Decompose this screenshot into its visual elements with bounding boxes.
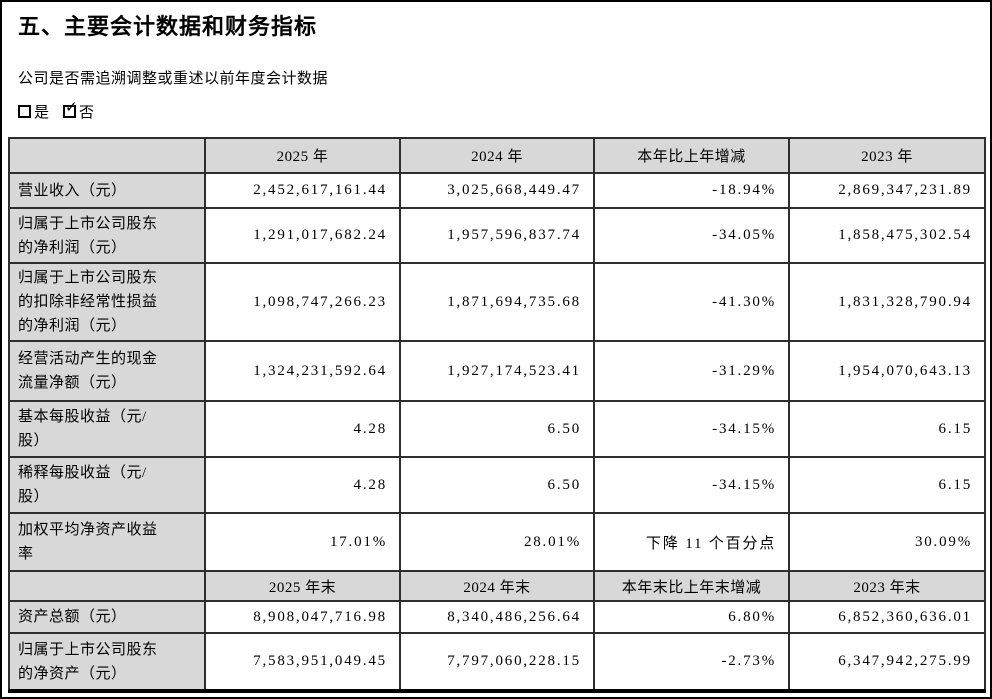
cell-2024: 6.50	[399, 400, 595, 458]
cell-2024: 6.50	[399, 456, 595, 514]
table-row-net-profit-excl-nonrecurring: 归属于上市公司股东的扣除非经常性损益的净利润（元） 1,098,747,266.…	[8, 262, 986, 342]
row-label: 归属于上市公司股东的净资产（元）	[8, 632, 206, 692]
header-2024: 2024 年	[399, 137, 595, 174]
cell-change: 6.80%	[593, 600, 790, 634]
table-row-revenue: 营业收入（元） 2,452,617,161.44 3,025,668,449.4…	[8, 172, 986, 209]
table-row-operating-cash-flow: 经营活动产生的现金流量净额（元） 1,324,231,592.64 1,927,…	[8, 340, 986, 402]
cell-2023: 6.15	[788, 456, 986, 514]
cell-2023: 6,347,942,275.99	[788, 632, 986, 692]
cell-change: -31.29%	[593, 340, 790, 402]
cell-2025: 1,291,017,682.24	[204, 207, 401, 264]
cell-2023: 1,954,070,643.13	[788, 340, 986, 402]
cell-2024: 1,927,174,523.41	[399, 340, 595, 402]
checkbox-no-label: 否	[79, 104, 95, 121]
cell-2025: 1,098,747,266.23	[204, 262, 401, 342]
cell-2024: 3,025,668,449.47	[399, 172, 595, 209]
header-blank	[8, 570, 206, 602]
restatement-question: 公司是否需追溯调整或重述以前年度会计数据	[18, 71, 329, 87]
check-icon: ✓	[65, 97, 78, 116]
header-2024-end: 2024 年末	[399, 570, 595, 602]
table-row-diluted-eps: 稀释每股收益（元/股） 4.28 6.50 -34.15% 6.15	[8, 456, 986, 514]
cell-change: -18.94%	[593, 172, 790, 209]
checkbox-option-yes: 是	[18, 101, 49, 122]
financial-indicators-table: 2025 年 2024 年 本年比上年增减 2023 年 营业收入（元） 2,4…	[8, 137, 986, 693]
section-title: 五、主要会计数据和财务指标	[18, 14, 318, 39]
cell-2024: 1,957,596,837.74	[399, 207, 595, 264]
checkbox-no-box: ✓	[63, 99, 78, 118]
header-yearend-change: 本年末比上年末增减	[593, 570, 790, 602]
table-row-net-profit: 归属于上市公司股东的净利润（元） 1,291,017,682.24 1,957,…	[8, 207, 986, 264]
cell-2023: 6,852,360,636.01	[788, 600, 986, 634]
header-2023: 2023 年	[788, 137, 986, 174]
cell-2023: 6.15	[788, 400, 986, 458]
table-row-net-assets: 归属于上市公司股东的净资产（元） 7,583,951,049.45 7,797,…	[8, 632, 986, 692]
cell-2025: 7,583,951,049.45	[204, 632, 401, 692]
checkbox-row: 是 ✓ 否	[18, 99, 990, 122]
row-label: 稀释每股收益（元/股）	[8, 456, 206, 514]
checkbox-option-no: ✓ 否	[63, 99, 95, 122]
cell-change: -34.05%	[593, 207, 790, 264]
yearend-header-row: 2025 年末 2024 年末 本年末比上年末增减 2023 年末	[8, 570, 986, 602]
cell-2025: 2,452,617,161.44	[204, 172, 401, 209]
cell-2024: 8,340,486,256.64	[399, 600, 595, 634]
cell-change: -34.15%	[593, 456, 790, 514]
cell-change: 下降 11 个百分点	[593, 512, 790, 572]
cell-change: -41.30%	[593, 262, 790, 342]
cell-change: -34.15%	[593, 400, 790, 458]
table-row-total-assets: 资产总额（元） 8,908,047,716.98 8,340,486,256.6…	[8, 600, 986, 634]
cell-2023: 2,869,347,231.89	[788, 172, 986, 209]
cell-2025: 8,908,047,716.98	[204, 600, 401, 634]
row-label: 经营活动产生的现金流量净额（元）	[8, 340, 206, 402]
cell-2023: 30.09%	[788, 512, 986, 572]
cell-2023: 1,858,475,302.54	[788, 207, 986, 264]
cell-2025: 17.01%	[204, 512, 401, 572]
header-yoy-change: 本年比上年增减	[593, 137, 790, 174]
cell-2024: 7,797,060,228.15	[399, 632, 595, 692]
header-2025: 2025 年	[204, 137, 401, 174]
row-label: 加权平均净资产收益率	[8, 512, 206, 572]
cell-2023: 1,831,328,790.94	[788, 262, 986, 342]
row-label: 基本每股收益（元/股）	[8, 400, 206, 458]
cell-2024: 28.01%	[399, 512, 595, 572]
header-2023-end: 2023 年末	[788, 570, 986, 602]
header-blank	[8, 137, 206, 174]
checkbox-yes-label: 是	[34, 104, 50, 121]
checkbox-yes-box	[18, 104, 31, 118]
cell-2025: 4.28	[204, 456, 401, 514]
cell-2025: 1,324,231,592.64	[204, 340, 401, 402]
cell-2024: 1,871,694,735.68	[399, 262, 595, 342]
annual-header-row: 2025 年 2024 年 本年比上年增减 2023 年	[8, 137, 986, 174]
cell-change: -2.73%	[593, 632, 790, 692]
row-label: 归属于上市公司股东的扣除非经常性损益的净利润（元）	[8, 262, 206, 342]
table-row-basic-eps: 基本每股收益（元/股） 4.28 6.50 -34.15% 6.15	[8, 400, 986, 458]
cell-2025: 4.28	[204, 400, 401, 458]
row-label: 资产总额（元）	[8, 600, 206, 634]
row-label: 营业收入（元）	[8, 172, 206, 209]
header-2025-end: 2025 年末	[204, 570, 401, 602]
table-row-weighted-avg-roe: 加权平均净资产收益率 17.01% 28.01% 下降 11 个百分点 30.0…	[8, 512, 986, 572]
row-label: 归属于上市公司股东的净利润（元）	[8, 207, 206, 264]
